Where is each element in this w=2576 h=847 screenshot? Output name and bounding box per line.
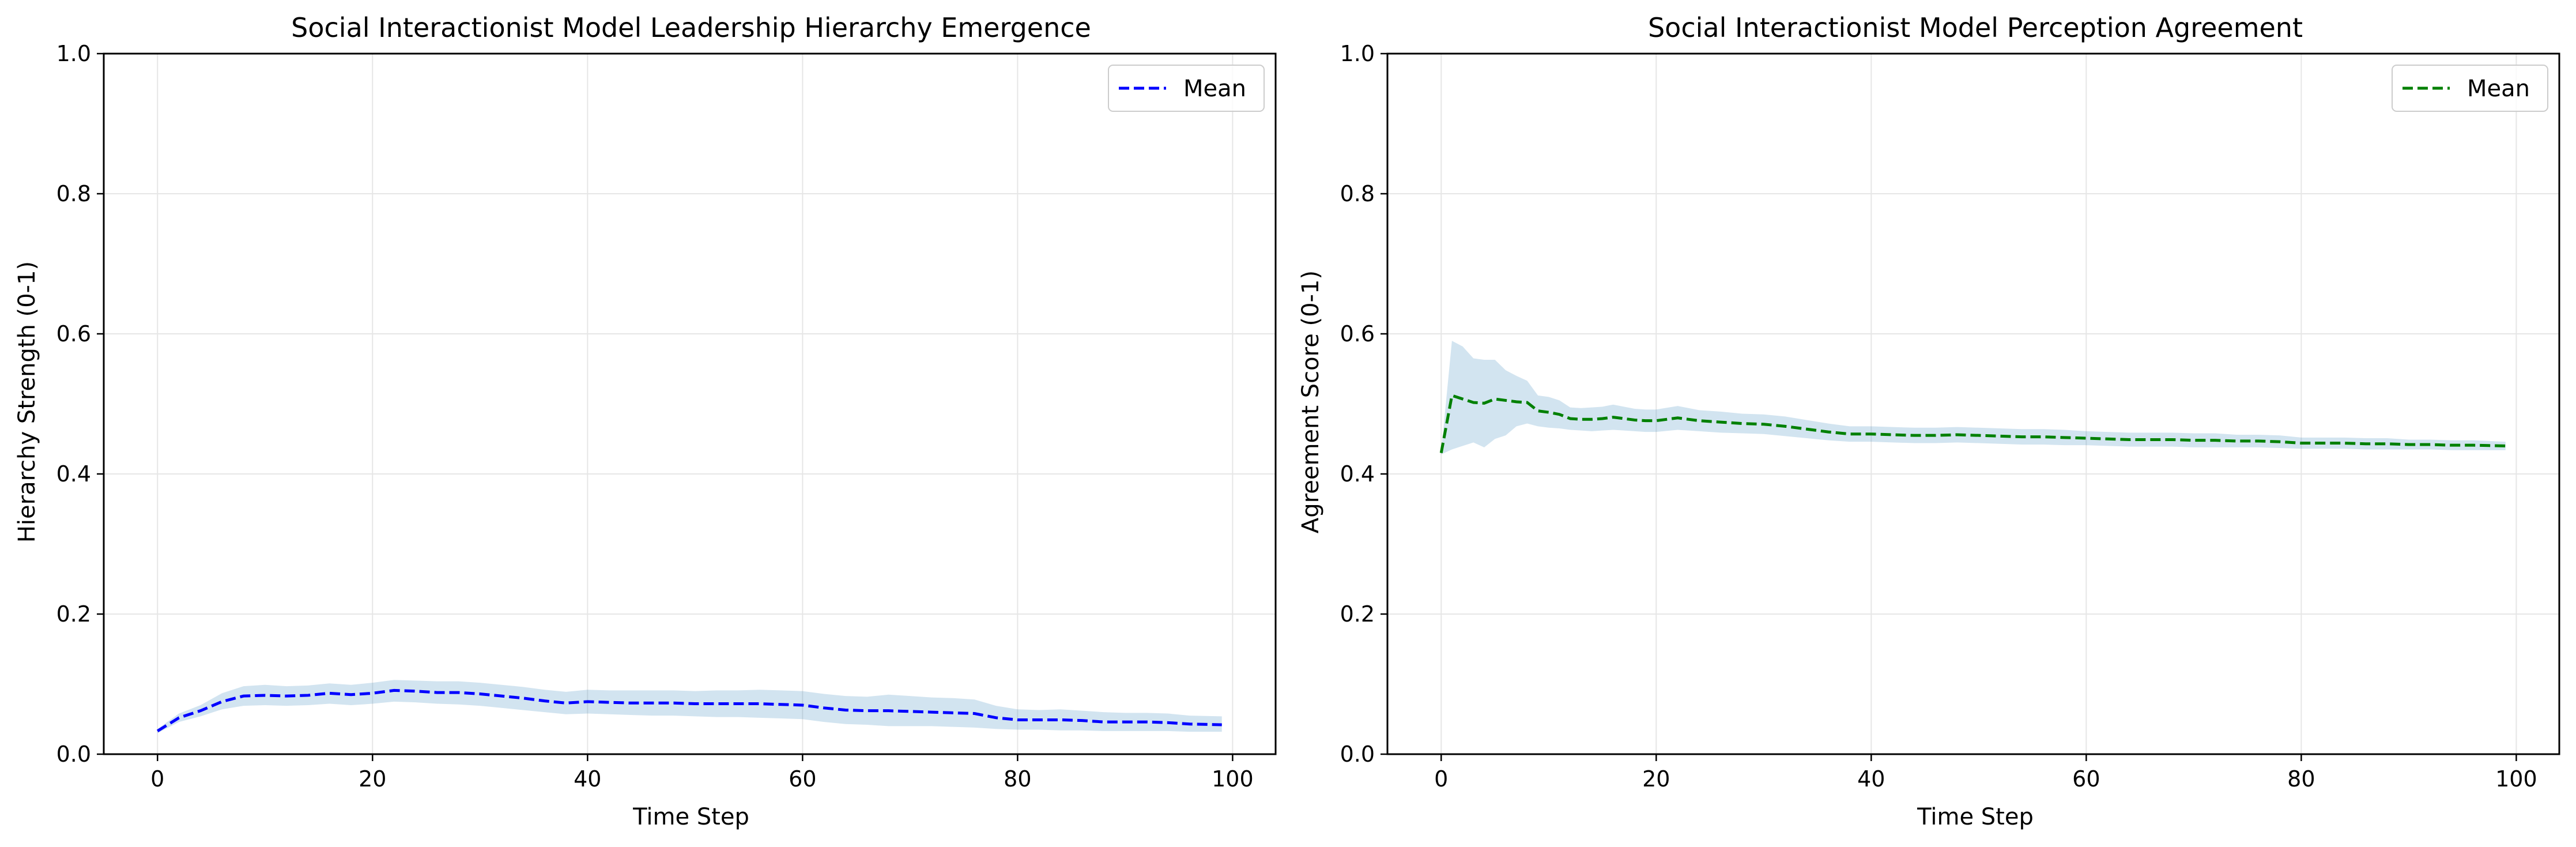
- y-tick-label: 1.0: [56, 41, 91, 66]
- x-tick-label: 20: [359, 766, 386, 792]
- x-tick-label: 60: [2072, 766, 2100, 792]
- legend-box: [1108, 65, 1265, 112]
- x-tick-label: 40: [574, 766, 601, 792]
- plot-title: Social Interactionist Model Leadership H…: [291, 12, 1091, 43]
- legend: Mean: [1108, 65, 1265, 112]
- y-tick-label: 0.6: [56, 321, 91, 347]
- plot-title: Social Interactionist Model Perception A…: [1648, 12, 2303, 43]
- x-tick-label: 0: [150, 766, 164, 792]
- x-tick-label: 80: [1004, 766, 1031, 792]
- y-tick-label: 0.4: [1340, 461, 1375, 487]
- y-tick-label: 0.0: [1340, 741, 1375, 767]
- x-tick-label: 20: [1642, 766, 1670, 792]
- y-tick-label: 0.0: [56, 741, 91, 767]
- y-tick-label: 0.4: [56, 461, 91, 487]
- axes-frame: [1386, 52, 2560, 755]
- legend: Mean: [2392, 65, 2548, 112]
- y-tick-label: 0.2: [56, 601, 91, 627]
- x-tick-label: 100: [2495, 766, 2537, 792]
- series-line-mean: [156, 688, 1222, 733]
- axes-frame: [103, 52, 1277, 755]
- x-tick-label: 80: [2287, 766, 2315, 792]
- y-tick-label: 0.8: [56, 181, 91, 206]
- x-tick-label: 40: [1857, 766, 1885, 792]
- x-axis-label: Time Step: [632, 804, 749, 830]
- legend-label: Mean: [1183, 76, 1246, 102]
- x-tick-label: 60: [789, 766, 816, 792]
- y-tick-label: 0.8: [1340, 181, 1375, 206]
- x-tick-label: 100: [1212, 766, 1254, 792]
- series-line-mean: [1439, 393, 2506, 454]
- x-axis-label: Time Step: [1917, 804, 2034, 830]
- plot-area: 0 20 40 60 80 100 0.0 0.2 0.4 0.6 0.8 1.0 Mean: [1340, 41, 2560, 792]
- confidence-band: [1441, 341, 2506, 454]
- hierarchy-emergence-plot: 0 20 40 60 80 100 0.0 0.2 0.4 0.6 0.8 1.0 Mean Socia…: [14, 12, 1277, 830]
- y-tick-label: 0.2: [1340, 601, 1375, 627]
- y-tick-label: 1.0: [1340, 41, 1375, 66]
- y-axis-label: Hierarchy Strength (0-1): [14, 261, 40, 543]
- plot-area: 0 20 40 60 80 100 0.0 0.2 0.4 0.6 0.8 1.0 Mean: [56, 41, 1277, 792]
- legend-box: [2392, 65, 2548, 112]
- legend-label: Mean: [2467, 76, 2530, 102]
- confidence-band: [157, 680, 1222, 733]
- y-tick-label: 0.6: [1340, 321, 1375, 347]
- perception-agreement-plot: 0 20 40 60 80 100 0.0 0.2 0.4 0.6 0.8 1.0 Mean Socia…: [1298, 12, 2560, 830]
- y-axis-label: Agreement Score (0-1): [1298, 270, 1324, 533]
- x-tick-label: 0: [1434, 766, 1448, 792]
